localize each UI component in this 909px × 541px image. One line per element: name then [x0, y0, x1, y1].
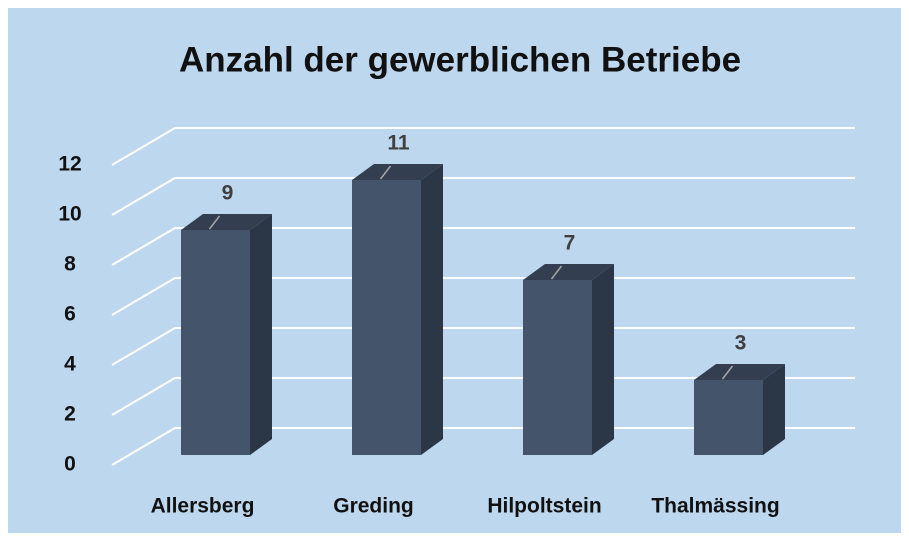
- y-tick-label: 0: [64, 453, 76, 476]
- grid-line: [111, 227, 855, 266]
- grid-line: [111, 277, 855, 316]
- bar: [181, 214, 272, 455]
- bar-face: [181, 214, 272, 230]
- chart-title: Anzahl der gewerblichen Betriebe: [179, 40, 741, 79]
- bar: [523, 264, 614, 455]
- bar-face: [694, 380, 763, 455]
- grid-line: [111, 377, 855, 416]
- grid-line: [111, 127, 855, 166]
- data-label: 9: [222, 182, 234, 205]
- y-tick-label: 12: [58, 153, 81, 176]
- bar-face: [523, 280, 592, 455]
- grid-line: [111, 427, 855, 466]
- leader-line: [379, 165, 392, 180]
- bar-face: [421, 164, 443, 455]
- leader-line: [721, 365, 734, 380]
- leader-line: [208, 215, 221, 230]
- leader-line: [550, 265, 563, 280]
- x-tick-label: Hilpoltstein: [487, 495, 601, 518]
- bar-face: [250, 214, 272, 455]
- y-tick-label: 2: [64, 403, 76, 426]
- data-label: 3: [735, 332, 747, 355]
- bar-face: [523, 264, 614, 280]
- grid-line: [111, 177, 855, 216]
- bar: [352, 164, 443, 455]
- y-tick-label: 10: [58, 203, 81, 226]
- bar: [694, 364, 785, 455]
- bar-face: [592, 264, 614, 455]
- y-tick-label: 4: [64, 353, 76, 376]
- bar-face: [181, 230, 250, 455]
- x-tick-label: Greding: [333, 495, 414, 518]
- bar-face: [694, 364, 785, 380]
- bar-face: [352, 164, 443, 180]
- x-tick-label: Allersberg: [151, 495, 255, 518]
- chart-background: [8, 8, 901, 533]
- data-label: 7: [564, 232, 576, 255]
- bar-face: [352, 180, 421, 455]
- y-tick-label: 8: [64, 253, 76, 276]
- y-tick-label: 6: [64, 303, 76, 326]
- x-tick-label: Thalmässing: [651, 495, 779, 518]
- data-label: 11: [387, 132, 410, 155]
- bar-face: [763, 364, 785, 455]
- grid-line: [111, 327, 855, 366]
